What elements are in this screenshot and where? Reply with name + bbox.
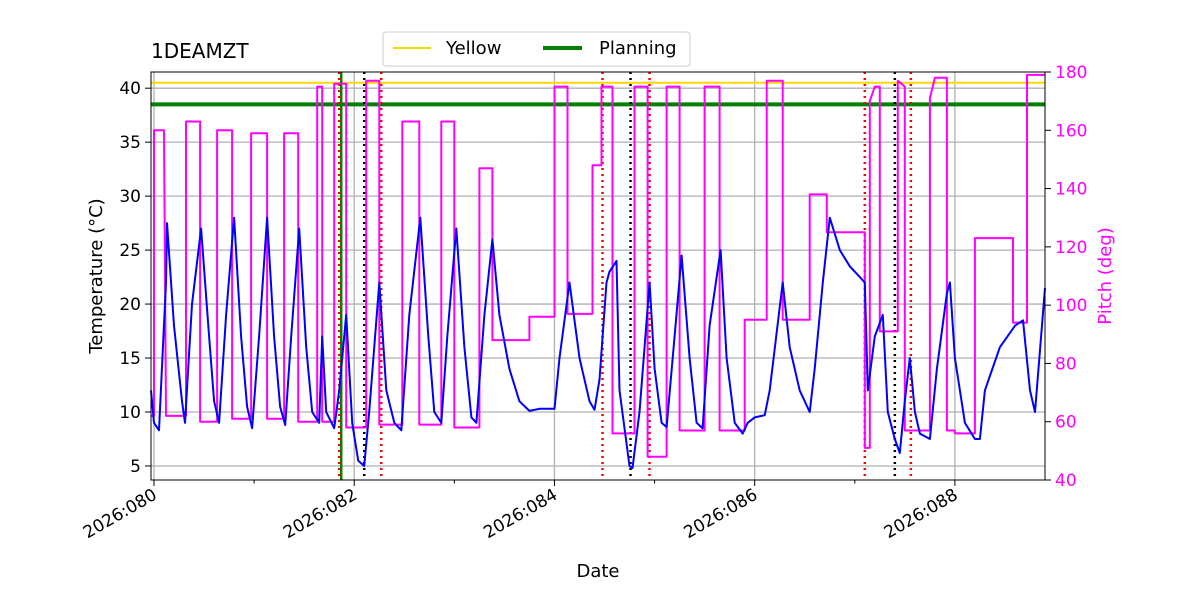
y-tick-label: 30 [119, 187, 141, 207]
y-axis: 5 10 15 20 25 30 35 40 [119, 79, 151, 477]
x-tick-label: 2026:088 [881, 485, 962, 543]
y-tick-label: 5 [130, 457, 141, 477]
y-tick-label: 20 [119, 295, 141, 315]
grid [151, 72, 1045, 480]
y2-tick-label: 40 [1055, 471, 1077, 491]
y2-tick-label: 100 [1055, 296, 1087, 316]
y2-axis: 40 60 80 100 120 140 160 180 [1045, 63, 1087, 491]
x-axis: 2026:080 2026:082 2026:084 2026:086 2026:088 [80, 480, 961, 543]
y-tick-label: 10 [119, 403, 141, 423]
y2-tick-label: 160 [1055, 121, 1087, 141]
x-tick-label: 2026:082 [280, 485, 361, 543]
legend-label-yellow: Yellow [445, 38, 501, 59]
x-tick-label: 2026:084 [480, 485, 561, 543]
y-tick-label: 40 [119, 79, 141, 99]
y2-tick-label: 180 [1055, 63, 1087, 83]
y2-tick-label: 140 [1055, 180, 1087, 200]
legend-label-planning: Planning [599, 38, 677, 59]
y2-tick-label: 60 [1055, 413, 1077, 433]
y-tick-label: 15 [119, 349, 141, 369]
x-axis-label: Date [576, 561, 619, 582]
temperature-series-line [150, 216, 1046, 470]
chart-title: 1DEAMZT [151, 39, 249, 63]
x-tick-label: 2026:086 [681, 485, 762, 543]
y2-tick-label: 80 [1055, 354, 1077, 374]
legend: Yellow Planning [382, 31, 691, 67]
y-axis-label: Temperature (°C) [86, 198, 107, 354]
limit-lines [151, 81, 1045, 107]
plot-frame [150, 71, 1046, 481]
y2-axis-label: Pitch (deg) [1095, 227, 1116, 325]
pitch-series-line [151, 73, 1045, 458]
series [150, 73, 1046, 470]
legend-box [382, 31, 691, 67]
x-tick-label: 2026:080 [80, 485, 161, 543]
y-tick-label: 35 [119, 133, 141, 153]
y-tick-label: 25 [119, 241, 141, 261]
y2-tick-label: 120 [1055, 238, 1087, 258]
event-markers [337, 72, 913, 480]
